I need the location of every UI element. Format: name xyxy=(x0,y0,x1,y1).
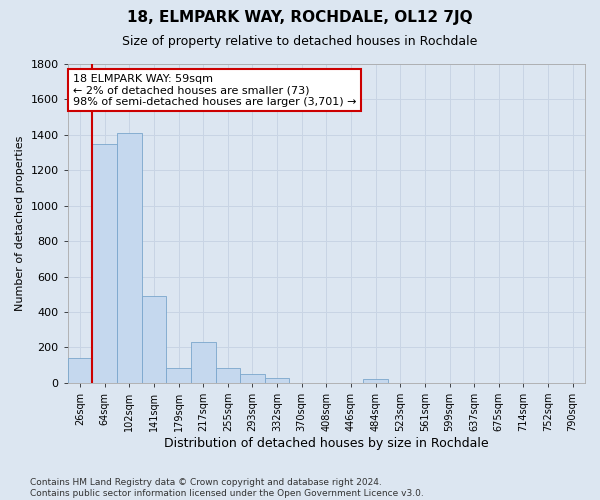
Text: 18 ELMPARK WAY: 59sqm
← 2% of detached houses are smaller (73)
98% of semi-detac: 18 ELMPARK WAY: 59sqm ← 2% of detached h… xyxy=(73,74,356,107)
Bar xyxy=(142,296,166,383)
Text: Size of property relative to detached houses in Rochdale: Size of property relative to detached ho… xyxy=(122,35,478,48)
Text: Contains HM Land Registry data © Crown copyright and database right 2024.
Contai: Contains HM Land Registry data © Crown c… xyxy=(30,478,424,498)
Text: 18, ELMPARK WAY, ROCHDALE, OL12 7JQ: 18, ELMPARK WAY, ROCHDALE, OL12 7JQ xyxy=(127,10,473,25)
Bar xyxy=(92,144,117,383)
Bar xyxy=(240,374,265,383)
Bar xyxy=(265,378,289,383)
Bar xyxy=(364,380,388,383)
Bar xyxy=(215,368,240,383)
Bar xyxy=(117,133,142,383)
Bar xyxy=(191,342,215,383)
Bar xyxy=(166,368,191,383)
Y-axis label: Number of detached properties: Number of detached properties xyxy=(15,136,25,311)
X-axis label: Distribution of detached houses by size in Rochdale: Distribution of detached houses by size … xyxy=(164,437,488,450)
Bar xyxy=(68,358,92,383)
